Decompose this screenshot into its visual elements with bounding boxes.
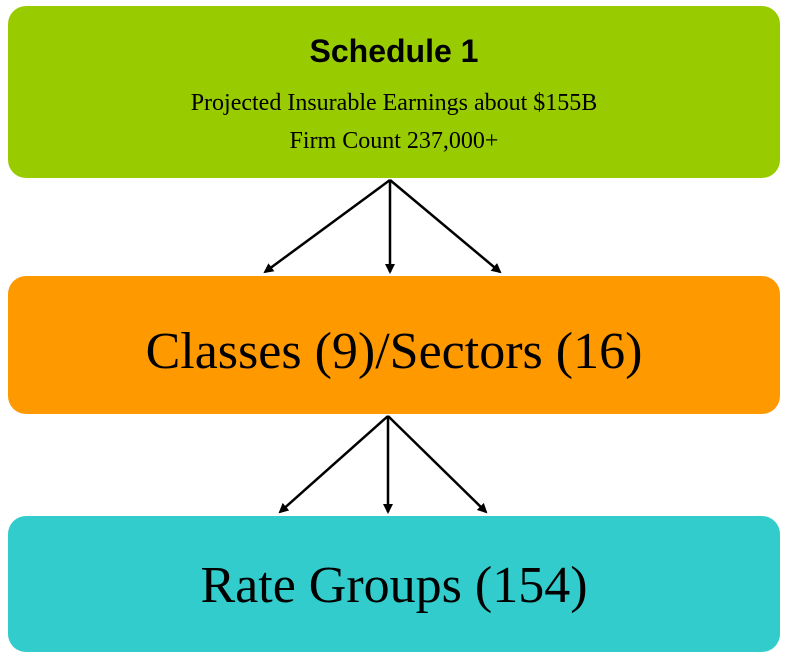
classes-label: Classes (9)/Sectors (16) xyxy=(146,323,643,380)
schedule-line: Firm Count 237,000+ xyxy=(290,128,499,154)
arrows xyxy=(263,178,502,514)
schedule-box xyxy=(8,6,780,178)
rate-groups-label: Rate Groups (154) xyxy=(200,557,587,614)
schedule-line: Projected Insurable Earnings about $155B xyxy=(191,90,598,116)
schedule-title: Schedule 1 xyxy=(310,33,479,69)
classes-box xyxy=(8,276,780,414)
rate-groups-box xyxy=(8,516,780,652)
